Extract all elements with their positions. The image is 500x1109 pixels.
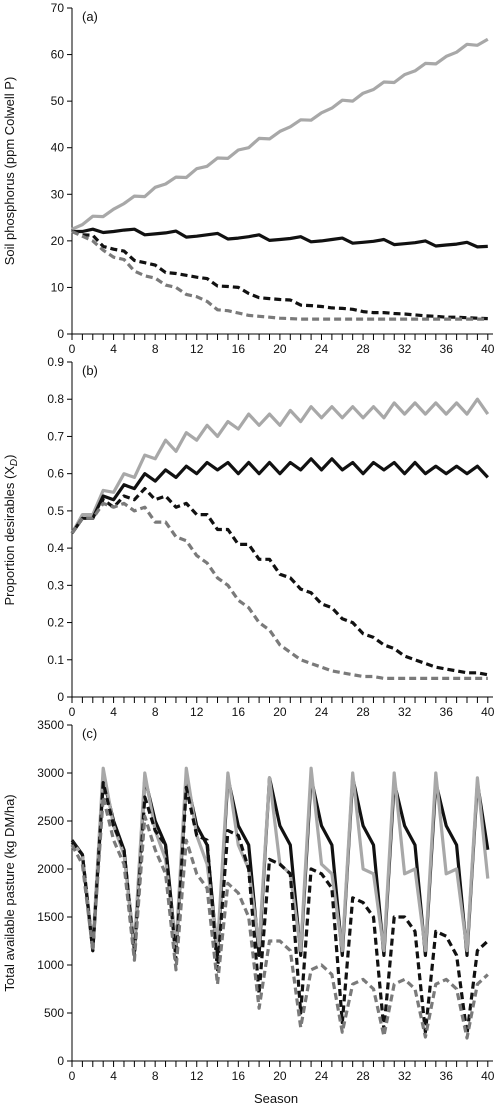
x-tick-label: 24: [315, 342, 329, 356]
y-tick-label: 0: [57, 1054, 64, 1068]
y-tick-label: 30: [51, 187, 65, 201]
x-tick-label: 0: [69, 1069, 76, 1083]
series-line-dashed-black: [71, 229, 488, 321]
y-tick-label: 0.1: [47, 653, 64, 667]
y-axis-title: Proportion desirables (XD): [2, 454, 20, 605]
x-axis-title: Season: [254, 1091, 298, 1106]
y-tick-label: 60: [51, 48, 65, 62]
y-tick-label: 3000: [37, 766, 64, 780]
x-tick-label: 16: [232, 705, 246, 719]
x-tick-label: 36: [440, 342, 454, 356]
x-tick-label: 8: [152, 1069, 159, 1083]
x-tick-label: 24: [315, 705, 329, 719]
y-tick-label: 1500: [37, 910, 64, 924]
x-tick-label: 12: [190, 1069, 204, 1083]
x-tick-label: 12: [190, 705, 204, 719]
y-tick-label: 0.6: [47, 467, 64, 481]
y-tick-label: 0.3: [47, 578, 64, 592]
y-axis-title-close: ): [2, 454, 17, 458]
series-line-solid-black: [70, 457, 489, 535]
series-line-dashed-grey: [71, 230, 488, 321]
y-tick-label: 40: [51, 141, 65, 155]
y-tick-label: 0: [57, 327, 64, 341]
x-tick-label: 20: [273, 342, 287, 356]
y-tick-label: 2000: [37, 862, 64, 876]
x-tick-label: 16: [232, 1069, 246, 1083]
x-tick-label: 40: [481, 705, 495, 719]
y-tick-label: 500: [44, 1006, 64, 1020]
y-tick-label: 0.9: [47, 355, 64, 369]
x-tick-label: 28: [356, 342, 370, 356]
x-tick-label: 36: [440, 705, 454, 719]
y-tick-label: 20: [51, 234, 65, 248]
x-tick-label: 32: [398, 342, 412, 356]
x-tick-label: 4: [110, 1069, 117, 1083]
series-line-dashed-black: [70, 487, 489, 677]
y-axis-title-subscript: D: [9, 459, 20, 466]
y-tick-label: 1000: [37, 958, 64, 972]
y-tick-label: 0.7: [47, 429, 64, 443]
y-tick-label: 10: [51, 280, 65, 294]
y-tick-label: 3500: [37, 718, 64, 732]
x-tick-label: 28: [356, 705, 370, 719]
panel-label: (b): [82, 363, 98, 378]
x-tick-label: 4: [110, 342, 117, 356]
series-line-solid-grey: [71, 37, 489, 231]
x-tick-label: 0: [69, 705, 76, 719]
x-tick-label: 16: [232, 342, 246, 356]
x-tick-label: 36: [440, 1069, 454, 1083]
panel-a-soil-phosphorus: 0 10 20 30 40 50 60 70 0 4 8 12 16 20 24 28 32 36 40 (a) Soi…: [2, 1, 495, 356]
x-tick-label: 40: [481, 342, 495, 356]
x-tick-label: 40: [481, 1069, 495, 1083]
y-tick-label: 0.5: [47, 504, 64, 518]
x-tick-label: 12: [190, 342, 204, 356]
x-tick-label: 32: [398, 705, 412, 719]
y-tick-label: 70: [51, 1, 65, 15]
panel-label: (a): [82, 9, 98, 24]
panel-label: (c): [82, 726, 97, 741]
x-tick-label: 4: [110, 705, 117, 719]
y-axis-title: Total available pasture (kg DM/ha): [2, 794, 17, 991]
y-tick-label: 0.4: [47, 541, 64, 555]
x-tick-label: 8: [152, 705, 159, 719]
x-tick-label: 20: [273, 1069, 287, 1083]
y-tick-label: 0.8: [47, 392, 64, 406]
x-tick-label: 24: [315, 1069, 329, 1083]
x-tick-label: 32: [398, 1069, 412, 1083]
series-line-dashed-grey: [70, 795, 489, 1040]
series-line-solid-grey: [70, 766, 490, 953]
series-line-solid-grey: [70, 397, 490, 534]
x-tick-label: 28: [356, 1069, 370, 1083]
y-tick-label: 2500: [37, 814, 64, 828]
y-tick-label: 0.2: [47, 616, 64, 630]
series-line-solid-black: [72, 227, 488, 249]
y-tick-label: 50: [51, 94, 65, 108]
panel-b-proportion-desirables: 0 0.1 0.2 0.3 0.4 0.5 0.6 0.7 0.8 0.9 0 4 8 12 16 20 24 2…: [2, 355, 495, 719]
series-line-dashed-grey: [70, 501, 488, 681]
y-axis-title: Soil phosphorus (ppm Colwell P): [2, 77, 17, 266]
x-tick-label: 0: [69, 342, 76, 356]
x-tick-label: 20: [273, 705, 287, 719]
panel-c-total-available-pasture: 0 500 1000 1500 2000 2500 3000 3500 0 4 8 12 16 20 24 2…: [2, 718, 495, 1083]
y-tick-label: 0: [57, 690, 64, 704]
x-tick-label: 8: [152, 342, 159, 356]
